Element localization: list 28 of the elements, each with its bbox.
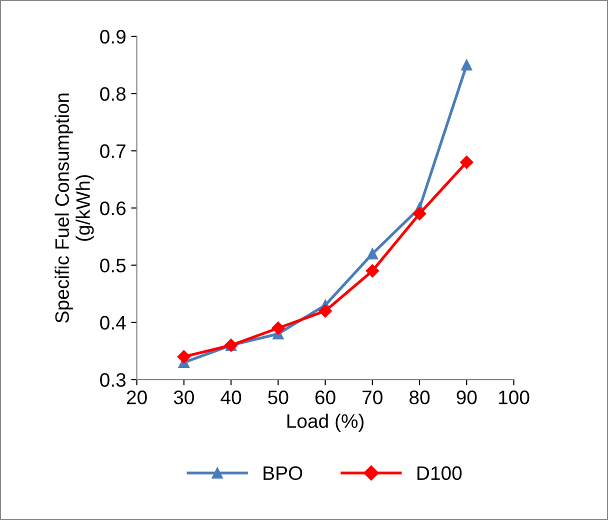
- y-tick-label: 0.9: [100, 30, 126, 44]
- x-tick-label: 50: [268, 390, 288, 404]
- x-tick-label: 90: [456, 390, 477, 404]
- point: [412, 207, 426, 220]
- point: [272, 322, 285, 335]
- y-tick-label: 0.8: [100, 87, 126, 101]
- y-tick-label: 0.3: [100, 373, 126, 387]
- point: [177, 350, 191, 364]
- y-tick-label: 0.6: [100, 201, 126, 216]
- x-tick-label: 60: [315, 390, 336, 404]
- point: [461, 59, 472, 71]
- y-axis-title: Specific Fuel Consumption (g/kWh): [54, 94, 94, 323]
- legend-label: BPO: [264, 466, 302, 480]
- x-tick-label: 100: [499, 390, 530, 404]
- x-axis-title: Load (%): [287, 414, 364, 432]
- point: [366, 264, 379, 278]
- x-tick-label: 20: [126, 390, 147, 404]
- x-tick-label: 70: [362, 390, 382, 404]
- y-tick-label: 0.5: [100, 258, 126, 272]
- x-tick-label: 30: [174, 390, 194, 404]
- point: [366, 248, 378, 260]
- y-tick-label: 0.4: [100, 316, 126, 330]
- y-tick-label: 0.7: [100, 144, 126, 158]
- point: [318, 304, 332, 318]
- point: [460, 156, 474, 169]
- x-tick-label: 80: [410, 390, 430, 404]
- legend-label: D100: [418, 466, 462, 480]
- x-tick-label: 40: [220, 390, 242, 404]
